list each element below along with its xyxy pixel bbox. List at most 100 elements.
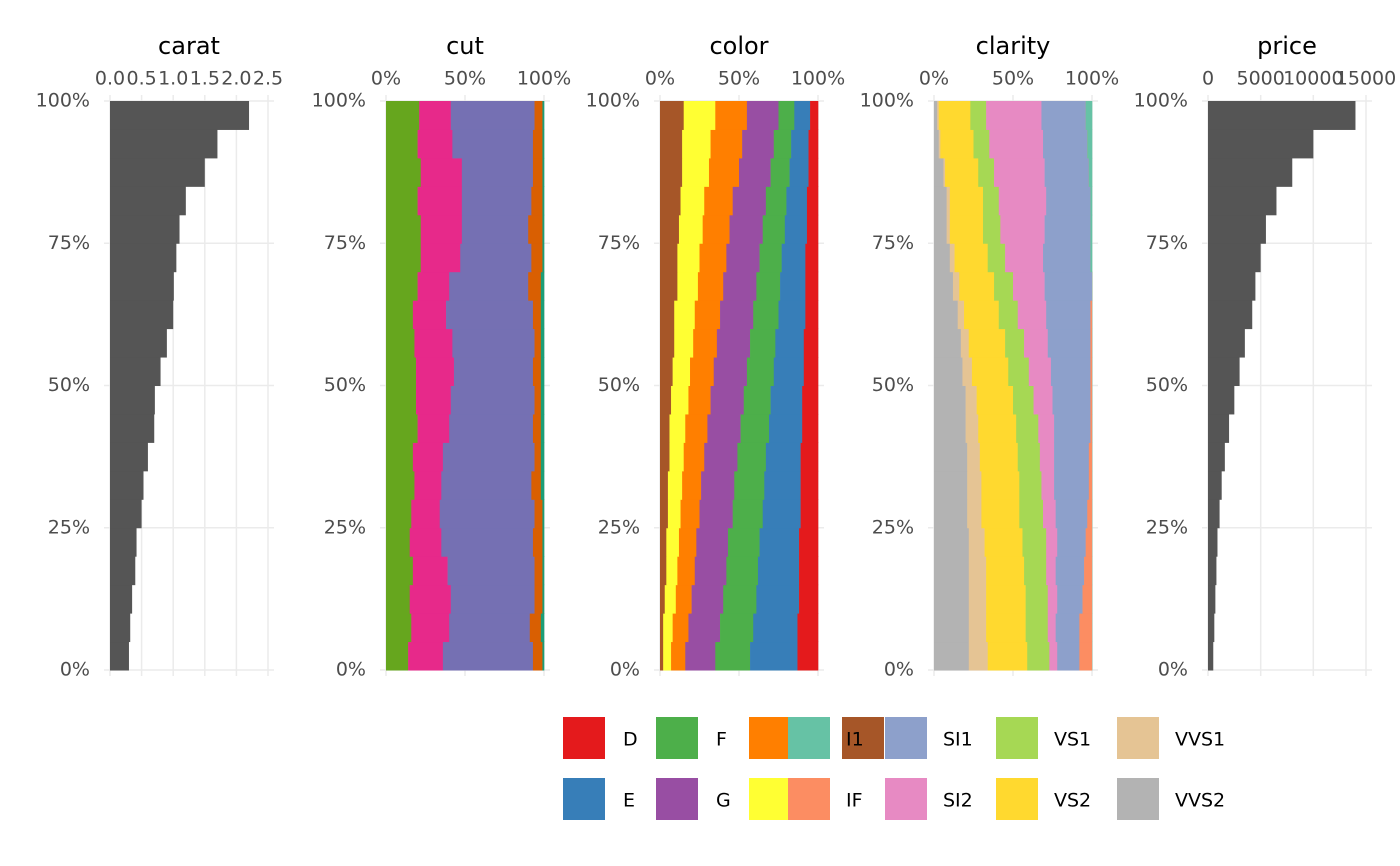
bar bbox=[110, 527, 137, 557]
bar bbox=[1208, 527, 1218, 557]
stack-segment bbox=[532, 157, 543, 187]
stack-segment bbox=[1090, 186, 1093, 216]
stack-segment bbox=[986, 101, 1042, 130]
stack-segment bbox=[759, 243, 782, 273]
stack-segment bbox=[386, 556, 414, 586]
stack-segment bbox=[442, 442, 535, 472]
stack-segment bbox=[978, 413, 1017, 443]
stack-segment bbox=[970, 101, 987, 130]
stack-segment bbox=[753, 613, 798, 643]
stack-segment bbox=[967, 499, 982, 529]
stack-segment bbox=[542, 243, 545, 273]
stack-segment bbox=[710, 129, 743, 159]
stack-segment bbox=[660, 442, 670, 472]
stack-segment bbox=[677, 556, 696, 586]
bar bbox=[1208, 385, 1235, 415]
stack-segment bbox=[726, 556, 759, 586]
stack-segment bbox=[447, 556, 535, 586]
stack-segment bbox=[675, 584, 692, 614]
y-tick-label: 0% bbox=[336, 659, 366, 681]
stack-segment bbox=[1055, 556, 1085, 586]
stack-segment bbox=[446, 300, 534, 330]
stack-segment bbox=[540, 328, 545, 358]
bar bbox=[1208, 584, 1216, 614]
stack-segment bbox=[532, 527, 543, 557]
stack-segment bbox=[773, 357, 805, 386]
stack-segment bbox=[764, 470, 801, 500]
bar bbox=[110, 470, 144, 500]
stack-segment bbox=[1044, 271, 1093, 301]
stack-segment bbox=[417, 129, 453, 159]
stack-segment bbox=[417, 271, 450, 301]
stack-segment bbox=[803, 328, 819, 358]
stack-segment bbox=[1082, 584, 1093, 614]
bar bbox=[110, 556, 136, 586]
legend-label: SI2 bbox=[943, 790, 973, 812]
stack-segment bbox=[688, 613, 721, 643]
stack-segment bbox=[1085, 527, 1093, 557]
stack-segment bbox=[534, 328, 542, 358]
stack-segment bbox=[660, 157, 683, 187]
stack-segment bbox=[416, 357, 455, 386]
y-tick-label: 100% bbox=[586, 90, 640, 112]
stack-segment bbox=[740, 413, 770, 443]
stack-segment bbox=[800, 499, 819, 529]
stack-segment bbox=[1017, 300, 1047, 330]
bar bbox=[1208, 214, 1266, 244]
stack-segment bbox=[713, 357, 748, 386]
stack-segment bbox=[934, 385, 966, 415]
stack-segment bbox=[937, 101, 940, 130]
x-tick-label: 15000 bbox=[1336, 68, 1396, 90]
y-tick-label: 100% bbox=[36, 90, 90, 112]
stack-segment bbox=[1000, 214, 1045, 244]
stack-segment bbox=[660, 556, 667, 586]
stack-segment bbox=[707, 413, 741, 443]
bar bbox=[110, 385, 155, 415]
stack-segment bbox=[1088, 157, 1093, 187]
stack-segment bbox=[794, 101, 811, 130]
stack-segment bbox=[746, 101, 779, 130]
stack-segment bbox=[729, 214, 763, 244]
stack-segment bbox=[660, 214, 680, 244]
stack-segment bbox=[1090, 214, 1093, 244]
stack-segment bbox=[803, 357, 819, 386]
stack-segment bbox=[452, 129, 534, 159]
stack-segment bbox=[660, 499, 669, 529]
bar bbox=[1208, 186, 1277, 216]
stack-segment bbox=[542, 641, 545, 671]
bar bbox=[1208, 442, 1225, 472]
stack-segment bbox=[757, 556, 800, 586]
y-tick-label: 75% bbox=[598, 232, 640, 254]
stack-segment bbox=[778, 101, 795, 130]
stack-segment bbox=[1016, 413, 1039, 443]
stack-segment bbox=[420, 243, 461, 273]
stack-segment bbox=[780, 271, 806, 301]
stack-segment bbox=[663, 641, 672, 671]
stack-segment bbox=[998, 186, 1047, 216]
stack-segment bbox=[797, 641, 819, 671]
stack-segment bbox=[1046, 186, 1091, 216]
stack-segment bbox=[532, 129, 543, 159]
stack-segment bbox=[449, 271, 529, 301]
stack-segment bbox=[770, 157, 790, 187]
legend-key bbox=[656, 778, 698, 820]
legend-key bbox=[1117, 717, 1159, 759]
stack-segment bbox=[949, 214, 984, 244]
stack-segment bbox=[660, 243, 678, 273]
legend-label: D bbox=[623, 729, 638, 751]
stack-segment bbox=[808, 157, 819, 187]
stack-segment bbox=[534, 101, 543, 130]
bar bbox=[110, 413, 155, 443]
bar bbox=[110, 300, 174, 330]
stack-segment bbox=[998, 300, 1019, 330]
stack-segment bbox=[1005, 328, 1025, 358]
stack-segment bbox=[954, 243, 989, 273]
stack-segment bbox=[765, 442, 801, 472]
bar bbox=[110, 214, 180, 244]
stack-segment bbox=[1046, 527, 1058, 557]
stack-segment bbox=[420, 214, 463, 244]
stack-segment bbox=[678, 527, 697, 557]
stack-segment bbox=[1054, 470, 1090, 500]
y-tick-label: 25% bbox=[598, 516, 640, 538]
legend-label: G bbox=[716, 790, 731, 812]
